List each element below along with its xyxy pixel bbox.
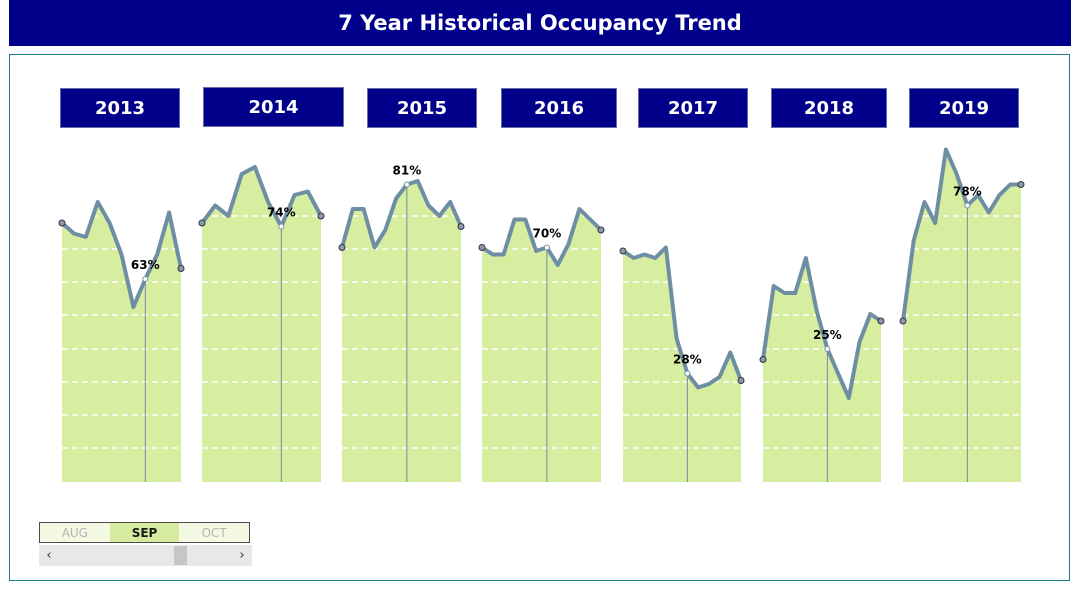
year-header-2016: 2016 bbox=[501, 88, 617, 128]
area-2014 bbox=[202, 167, 321, 482]
endpoint-2016-0 bbox=[478, 244, 486, 251]
endpoint-2017-0 bbox=[619, 247, 627, 255]
series-line-2013 bbox=[60, 200, 183, 309]
year-header-2014: 2014 bbox=[203, 87, 344, 127]
endpoint-2014-1 bbox=[317, 212, 325, 220]
year-header-2017: 2017 bbox=[638, 88, 748, 128]
selected-point-2013 bbox=[142, 276, 149, 282]
month-scrollbar[interactable]: ‹ › bbox=[39, 545, 252, 566]
year-header-2015: 2015 bbox=[367, 88, 477, 128]
month-sep[interactable]: SEP bbox=[109, 523, 180, 542]
endpoint-2017-1 bbox=[737, 377, 745, 384]
selected-point-2019 bbox=[964, 202, 971, 209]
data-label-2017: 28% bbox=[673, 353, 702, 367]
series-line-2014 bbox=[200, 165, 323, 229]
selected-point-2017 bbox=[684, 370, 691, 377]
endpoint-2013-1 bbox=[177, 265, 185, 272]
series-line-2019 bbox=[901, 147, 1021, 322]
selected-point-2014 bbox=[278, 223, 285, 230]
month-aug[interactable]: AUG bbox=[61, 525, 88, 540]
endpoint-2015-1 bbox=[457, 223, 465, 230]
series-line-2015 bbox=[340, 179, 463, 250]
area-2016 bbox=[482, 209, 601, 482]
selected-point-2016 bbox=[543, 244, 550, 251]
scroll-left-icon[interactable]: ‹ bbox=[46, 548, 52, 563]
data-label-2019: 78% bbox=[953, 185, 982, 199]
data-label-2015: 81% bbox=[393, 164, 422, 178]
scroll-thumb[interactable] bbox=[174, 546, 187, 565]
area-2017 bbox=[623, 247, 741, 482]
year-header-2019: 2019 bbox=[909, 88, 1019, 128]
endpoint-2013-0 bbox=[58, 219, 66, 227]
area-2018 bbox=[763, 258, 881, 482]
year-header-2013: 2013 bbox=[60, 88, 180, 128]
endpoint-2018-0 bbox=[759, 356, 767, 363]
data-label-2013: 63% bbox=[131, 258, 160, 272]
endpoint-2019-1 bbox=[1017, 181, 1025, 188]
area-2019 bbox=[903, 149, 1021, 482]
area-2015 bbox=[342, 181, 461, 482]
scroll-right-icon[interactable]: › bbox=[239, 548, 245, 563]
endpoint-2018-1 bbox=[877, 317, 885, 325]
selected-point-2015 bbox=[403, 181, 410, 188]
area-2013 bbox=[62, 202, 181, 482]
endpoint-2015-0 bbox=[338, 244, 346, 251]
endpoint-2019-0 bbox=[899, 317, 907, 325]
endpoint-2014-0 bbox=[198, 219, 206, 227]
data-label-2018: 25% bbox=[813, 328, 842, 342]
data-label-2014: 74% bbox=[267, 206, 296, 220]
series-line-2017 bbox=[621, 245, 743, 390]
page-title: 7 Year Historical Occupancy Trend bbox=[9, 0, 1071, 46]
endpoint-2016-1 bbox=[597, 226, 605, 234]
selected-point-2018 bbox=[824, 346, 831, 352]
data-label-2016: 70% bbox=[533, 227, 562, 241]
series-line-2016 bbox=[480, 207, 603, 267]
month-oct[interactable]: OCT bbox=[201, 525, 227, 540]
year-header-2018: 2018 bbox=[771, 88, 887, 128]
month-selector[interactable]: AUG SEP OCT bbox=[39, 522, 250, 543]
series-line-2018 bbox=[761, 256, 883, 400]
